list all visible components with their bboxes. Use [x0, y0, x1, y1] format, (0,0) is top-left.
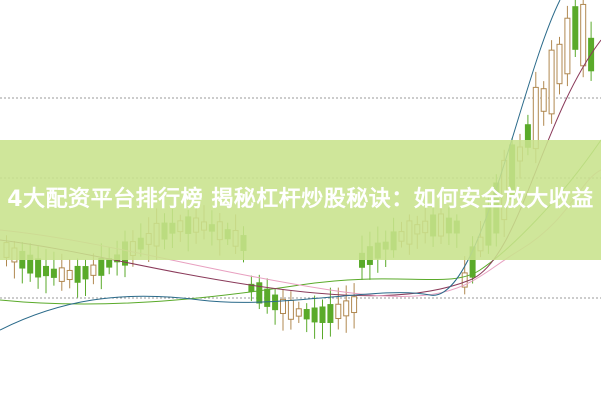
- candle-body: [280, 298, 286, 314]
- candle-body: [295, 308, 302, 317]
- candle-body: [343, 300, 350, 317]
- article-title: 4大配资平台排行榜 揭秘杠杆炒股秘诀：如何安全放大收益: [7, 187, 594, 212]
- candle-body: [327, 304, 334, 323]
- candle-body: [74, 265, 81, 283]
- candle-body: [572, 6, 579, 50]
- title-banner: 4大配资平台排行榜 揭秘杠杆炒股秘诀：如何安全放大收益: [0, 140, 601, 260]
- candle-body: [461, 272, 468, 288]
- candle-body: [35, 258, 42, 278]
- candle-body: [351, 296, 358, 314]
- candle-body: [98, 257, 105, 276]
- candle-body: [264, 288, 271, 307]
- candle-body: [564, 17, 571, 75]
- candle-body: [311, 307, 318, 323]
- candle-body: [287, 299, 294, 320]
- candle-body: [540, 88, 547, 112]
- candle-body: [335, 303, 342, 319]
- candle-body: [256, 282, 263, 304]
- candle-body: [548, 49, 555, 115]
- candle-body: [272, 294, 279, 311]
- candle-body: [319, 306, 326, 323]
- candle-body: [58, 267, 65, 282]
- candle-body: [580, 3, 587, 67]
- candle-body: [303, 309, 310, 320]
- candle-body: [82, 266, 89, 280]
- candle-body: [66, 269, 73, 281]
- candle-body: [50, 268, 57, 278]
- candle-body: [90, 264, 97, 276]
- candle-body: [43, 265, 49, 277]
- candle-body: [556, 43, 563, 85]
